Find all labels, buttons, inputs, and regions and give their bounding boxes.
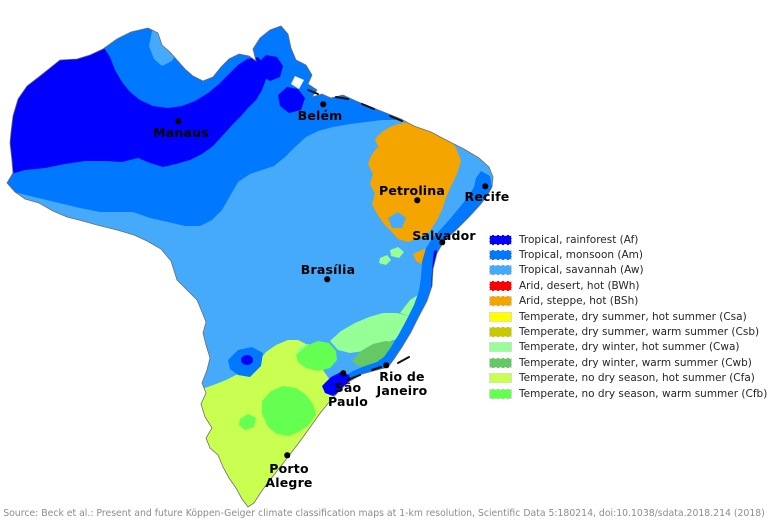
region-af-belem-blob-1 [258,55,283,81]
legend-label: Temperate, dry summer, warm summer (Csb) [519,326,760,339]
legend-swatch [489,327,512,338]
legend-item: Arid, desert, hot (BWh) [489,278,767,293]
legend-swatch [489,342,512,353]
legend-label: Temperate, no dry season, warm summer (C… [519,387,768,400]
legend-item: Temperate, no dry season, hot summer (Cf… [489,371,767,386]
region-cwb-small [419,328,434,339]
legend-item: Tropical, monsoon (Am) [489,247,767,262]
legend-swatch [489,373,512,384]
legend-item: Temperate, dry winter, hot summer (Cwa) [489,340,767,355]
legend-item: Tropical, rainforest (Af) [489,232,767,247]
region-af-iguazu-spot [241,355,253,365]
brazil-border [6,25,494,508]
legend-label: Arid, desert, hot (BWh) [519,279,640,292]
legend-label: Arid, steppe, hot (BSh) [519,295,639,308]
legend-swatch [489,296,512,307]
legend-label: Tropical, savannah (Aw) [519,264,644,277]
region-cwa-speck-1 [390,247,404,258]
region-af-santos-tongue [322,372,351,396]
legend-swatch [489,234,512,245]
legend-item: Temperate, no dry season, warm summer (C… [489,386,767,401]
region-cfb-highlands [262,386,316,436]
region-cfb-small [239,414,256,430]
legend-item: Tropical, savannah (Aw) [489,263,767,278]
legend-label: Tropical, rainforest (Af) [519,233,639,246]
region-cfa-south [190,340,337,507]
legend-swatch [489,265,512,276]
legend-item: Temperate, dry summer, hot summer (Csa) [489,309,767,324]
legend-swatch [489,357,512,368]
legend-label: Tropical, monsoon (Am) [519,249,643,262]
region-af-belem-blob-2 [278,87,305,113]
region-cwa-minas [330,313,418,353]
amazon-mouth-bay [291,76,304,89]
region-am-east-coast-strip [344,171,492,381]
legend-item: Arid, steppe, hot (BSh) [489,294,767,309]
legend-label: Temperate, dry winter, warm summer (Cwb) [519,356,752,369]
region-af-amazon [7,36,266,178]
region-cwa-speck-2 [379,255,391,265]
legend-swatch [489,250,512,261]
legend-swatch [489,280,512,291]
legend-swatch [489,388,512,399]
legend: Tropical, rainforest (Af) Tropical, mons… [489,232,767,401]
region-aw-hole-in-sertao [388,212,406,228]
source-caption: Source: Beck et al.: Present and future … [3,508,765,519]
coastal-dashes [307,89,410,381]
legend-item: Temperate, dry summer, warm summer (Csb) [489,324,767,339]
legend-label: Temperate, dry winter, hot summer (Cwa) [519,341,740,354]
region-bsh-sertao [368,122,461,242]
legend-label: Temperate, dry summer, hot summer (Csa) [519,310,747,323]
region-cfb-ne-mix [296,341,337,371]
legend-label: Temperate, no dry season, hot summer (Cf… [519,372,755,385]
legend-swatch [489,311,512,322]
legend-item: Temperate, dry winter, warm summer (Cwb) [489,355,767,370]
